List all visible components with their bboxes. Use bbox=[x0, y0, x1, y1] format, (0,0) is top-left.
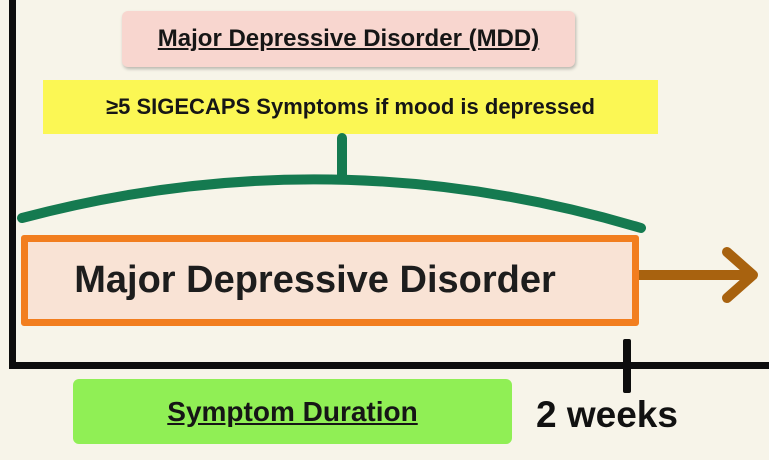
brace-arc bbox=[17, 174, 646, 233]
criteria-text: ≥5 SIGECAPS Symptoms if mood is depresse… bbox=[106, 94, 595, 119]
duration-box: Symptom Duration bbox=[73, 379, 512, 444]
mdd-bar: Major Depressive Disorder bbox=[21, 235, 639, 326]
title-box: Major Depressive Disorder (MDD) bbox=[122, 11, 575, 67]
duration-label: Symptom Duration bbox=[167, 395, 418, 427]
criteria-box: ≥5 SIGECAPS Symptoms if mood is depresse… bbox=[43, 80, 658, 134]
mdd-bar-label: Major Depressive Disorder bbox=[74, 259, 556, 301]
arrow-head bbox=[722, 247, 758, 303]
title-text: Major Depressive Disorder (MDD) bbox=[157, 25, 540, 52]
two-week-tick bbox=[623, 339, 631, 393]
vertical-axis bbox=[9, 0, 16, 369]
horizontal-axis bbox=[9, 362, 769, 369]
weeks-label: 2 weeks bbox=[536, 394, 678, 435]
